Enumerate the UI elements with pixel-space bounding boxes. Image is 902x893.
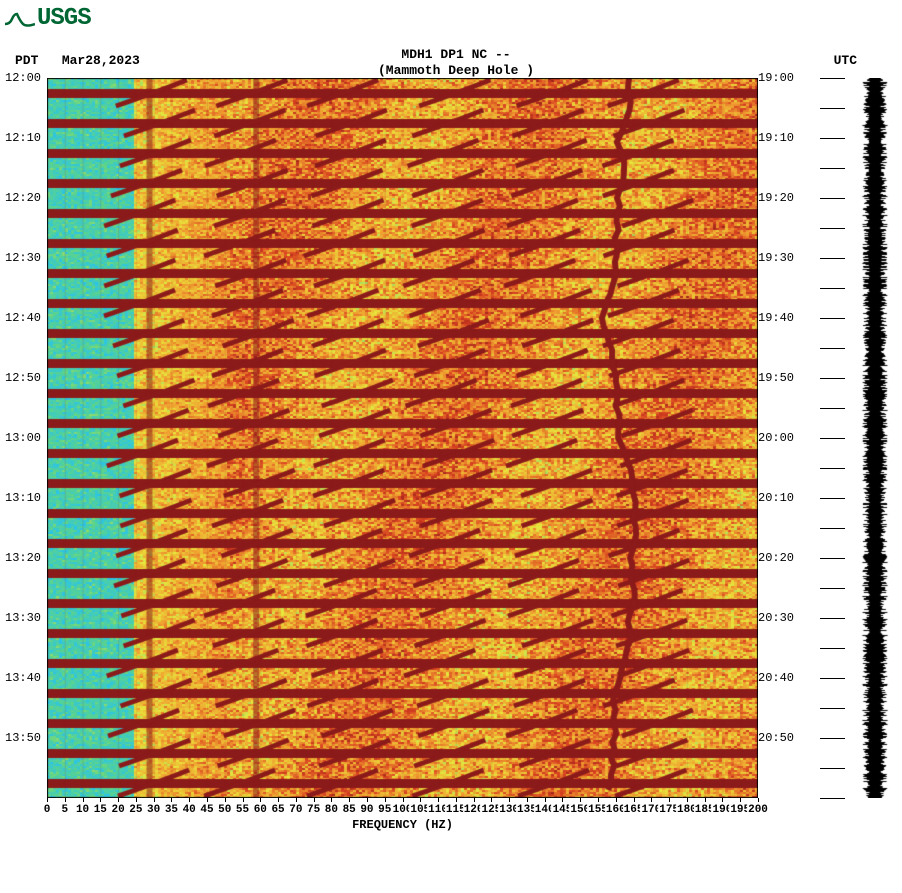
waveform-tick (820, 318, 845, 319)
x-tick: 70 (288, 804, 303, 816)
waveform-tick (820, 768, 845, 769)
y-right-tick: 19:50 (758, 371, 794, 385)
x-tick: 90 (359, 804, 374, 816)
y-left-tick: 12:40 (5, 311, 41, 325)
waveform-tick (820, 168, 845, 169)
y-left-tick: 13:40 (5, 671, 41, 685)
y-right-tick: 20:00 (758, 431, 794, 445)
x-tick: 60 (253, 804, 268, 816)
x-tick: 10 (75, 804, 90, 816)
waveform-tick (820, 258, 845, 259)
x-tick: 25 (128, 804, 143, 816)
y-right-tick: 20:50 (758, 731, 794, 745)
waveform-tick (820, 618, 845, 619)
waveform-tick (820, 498, 845, 499)
waveform-tick (820, 228, 845, 229)
x-tick: 85 (342, 804, 357, 816)
waveform-canvas (850, 78, 900, 798)
waveform-tick (820, 378, 845, 379)
x-tick: 0 (43, 804, 52, 816)
x-tick: 45 (199, 804, 214, 816)
y-right-tick: 19:40 (758, 311, 794, 325)
waveform-tick (820, 198, 845, 199)
y-right-tick: 19:20 (758, 191, 794, 205)
y-left-tick: 12:10 (5, 131, 41, 145)
date-label: Mar28,2023 (62, 53, 140, 68)
usgs-logo: USGS (5, 5, 91, 32)
waveform-tick (820, 708, 845, 709)
waveform-tick (820, 648, 845, 649)
waveform-tick (820, 558, 845, 559)
x-tick: 20 (110, 804, 125, 816)
y-right-tick: 19:30 (758, 251, 794, 265)
waveform-tick (820, 78, 845, 79)
waveform-tick (820, 528, 845, 529)
spectrogram: FREQUENCY (HZ) 0510152025303540455055606… (47, 78, 758, 832)
waveform-tick (820, 288, 845, 289)
waveform-tick (820, 468, 845, 469)
left-timezone: PDT (15, 53, 38, 68)
waveform-tick (820, 588, 845, 589)
waveform-tick (820, 138, 845, 139)
y-left-tick: 13:00 (5, 431, 41, 445)
x-tick: 75 (306, 804, 321, 816)
y-right-tick: 20:20 (758, 551, 794, 565)
y-axis-right: 19:0019:1019:2019:3019:4019:5020:0020:10… (758, 78, 800, 798)
y-right-tick: 19:00 (758, 71, 794, 85)
x-tick: 55 (235, 804, 250, 816)
waveform-tick (820, 738, 845, 739)
x-tick: 15 (93, 804, 108, 816)
y-left-tick: 13:30 (5, 611, 41, 625)
spectrogram-canvas (47, 78, 758, 798)
waveform-panel (850, 78, 900, 802)
waveform-tick (820, 348, 845, 349)
x-axis-label: FREQUENCY (HZ) (352, 818, 453, 832)
right-timezone: UTC (834, 53, 857, 68)
y-left-tick: 13:20 (5, 551, 41, 565)
x-tick: 50 (217, 804, 232, 816)
waveform-tick (820, 408, 845, 409)
usgs-wave-icon (5, 9, 35, 29)
waveform-tick (820, 438, 845, 439)
y-axis-left: 12:0012:1012:2012:3012:4012:5013:0013:10… (5, 78, 47, 798)
x-tick: 80 (324, 804, 339, 816)
waveform-tick (820, 798, 845, 799)
waveform-tick (820, 108, 845, 109)
y-left-tick: 12:00 (5, 71, 41, 85)
waveform-tick (820, 678, 845, 679)
x-axis: FREQUENCY (HZ) 0510152025303540455055606… (47, 802, 758, 832)
x-tick: 35 (164, 804, 179, 816)
y-left-tick: 12:20 (5, 191, 41, 205)
y-left-tick: 13:50 (5, 731, 41, 745)
y-right-tick: 20:40 (758, 671, 794, 685)
y-right-tick: 20:30 (758, 611, 794, 625)
x-tick: 30 (146, 804, 161, 816)
logo-text: USGS (37, 5, 91, 32)
y-right-tick: 19:10 (758, 131, 794, 145)
y-left-tick: 12:30 (5, 251, 41, 265)
x-tick: 40 (182, 804, 197, 816)
x-tick: 200 (747, 804, 769, 816)
y-right-tick: 20:10 (758, 491, 794, 505)
x-tick: 5 (60, 804, 69, 816)
chart-area: 12:0012:1012:2012:3012:4012:5013:0013:10… (5, 78, 902, 832)
x-tick: 65 (270, 804, 285, 816)
y-left-tick: 13:10 (5, 491, 41, 505)
y-left-tick: 12:50 (5, 371, 41, 385)
x-tick: 95 (377, 804, 392, 816)
